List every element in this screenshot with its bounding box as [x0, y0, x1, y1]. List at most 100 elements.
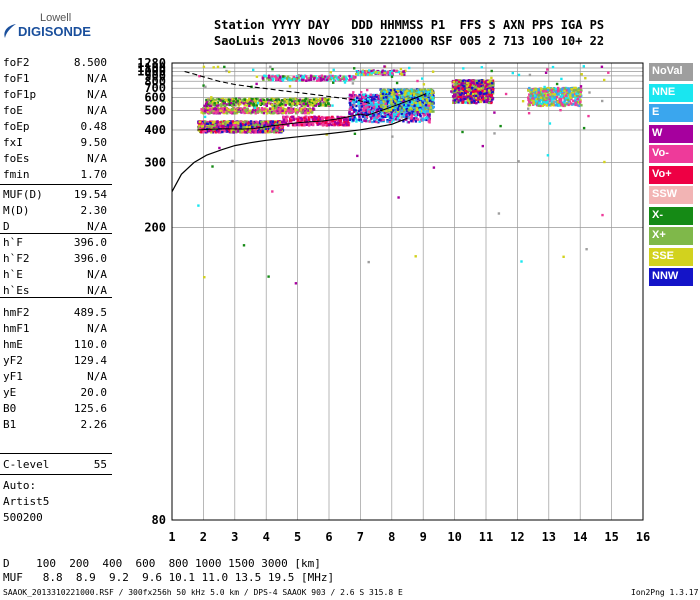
echo-point	[246, 130, 249, 133]
param-value: 0.48	[80, 120, 108, 133]
echo-points	[197, 65, 610, 285]
param-value: 396.0	[73, 236, 107, 249]
param-row: foF2 8.500	[3, 56, 107, 72]
echo-point	[369, 94, 372, 98]
echo-point	[237, 102, 240, 105]
echo-point	[294, 102, 297, 105]
echo-point	[342, 116, 345, 119]
echo-point	[285, 119, 288, 122]
param-row: MUF(D) 19.54	[3, 188, 107, 204]
echo-point	[230, 111, 233, 114]
echo-point	[376, 105, 380, 108]
echo-point	[367, 102, 370, 105]
echo-point	[429, 109, 433, 112]
echo-point	[376, 103, 380, 106]
echo-point	[416, 109, 419, 112]
param-value: 129.4	[73, 354, 107, 367]
echo-point	[402, 120, 405, 123]
echo-point	[272, 104, 276, 107]
param-row: B1 2.26	[3, 418, 107, 434]
echo-point	[406, 97, 409, 100]
echo-point	[318, 75, 321, 78]
echo-point	[198, 127, 202, 131]
echo-point	[268, 109, 271, 112]
echo-point	[421, 97, 424, 100]
param-row: fmin 1.70	[3, 168, 107, 184]
echo-point	[200, 108, 203, 111]
echo-point	[293, 109, 297, 113]
param-row: hmF2 489.5	[3, 306, 107, 322]
echo-point	[395, 91, 399, 94]
echo-point	[206, 122, 210, 125]
echo-point	[214, 108, 218, 111]
echo-point	[232, 123, 236, 127]
echo-point	[291, 102, 294, 105]
echo-point	[420, 95, 423, 98]
echo-point	[262, 111, 266, 115]
echo-point	[277, 98, 281, 101]
echo-point	[402, 115, 405, 119]
echo-point	[407, 104, 410, 107]
echo-point	[373, 97, 376, 101]
echo-point	[251, 98, 254, 101]
echo-point	[322, 123, 326, 127]
echo-point	[286, 100, 289, 104]
echo-point	[376, 116, 379, 119]
echo-point	[427, 98, 430, 101]
echo-point	[362, 108, 366, 111]
echo-point	[420, 103, 423, 106]
echo-point	[384, 92, 388, 95]
echo-point	[276, 100, 279, 103]
echo-point	[392, 101, 395, 104]
echo-point	[390, 90, 393, 93]
echo-point	[461, 97, 464, 100]
echo-point	[206, 106, 210, 110]
echo-point	[319, 102, 322, 105]
echo-point	[303, 116, 306, 120]
echo-point	[311, 104, 314, 107]
echo-point	[276, 125, 279, 128]
echo-cluster	[261, 74, 357, 82]
echo-point	[414, 120, 418, 123]
echo-point	[388, 121, 391, 124]
echo-point	[215, 102, 218, 105]
echo-point	[270, 103, 273, 106]
echo-point	[237, 120, 240, 124]
echo-point	[213, 102, 216, 105]
echo-point	[264, 100, 267, 104]
echo-point	[311, 102, 314, 105]
echo-point	[312, 104, 315, 107]
echo-point	[343, 121, 346, 124]
echo-point	[345, 117, 348, 121]
echo-point	[382, 105, 385, 108]
echo-point	[231, 104, 234, 107]
echo-point	[223, 104, 227, 107]
echo-point	[415, 98, 418, 101]
echo-point	[286, 75, 290, 78]
echo-point	[457, 101, 460, 104]
echo-point	[341, 77, 344, 80]
echo-point	[392, 113, 396, 116]
echo-point	[362, 109, 365, 112]
auto-label: Auto:	[3, 479, 37, 492]
echo-point	[289, 111, 292, 114]
echo-cluster	[282, 115, 351, 127]
echo-point	[412, 110, 415, 113]
echo-point	[309, 78, 313, 81]
echo-point	[204, 102, 208, 106]
echo-point	[348, 97, 351, 100]
echo-point	[282, 104, 285, 107]
echo-point	[292, 107, 296, 111]
echo-point	[364, 111, 367, 115]
echo-point	[370, 98, 373, 102]
echo-point	[238, 99, 242, 103]
echo-point	[219, 109, 222, 112]
echo-point	[261, 127, 264, 130]
echo-point	[390, 101, 393, 104]
echo-point	[360, 105, 364, 108]
echo-point	[315, 116, 319, 120]
echo-point	[310, 116, 314, 119]
param-value: 396.0	[73, 252, 107, 265]
echo-point	[350, 78, 353, 81]
echo-point	[393, 99, 397, 102]
